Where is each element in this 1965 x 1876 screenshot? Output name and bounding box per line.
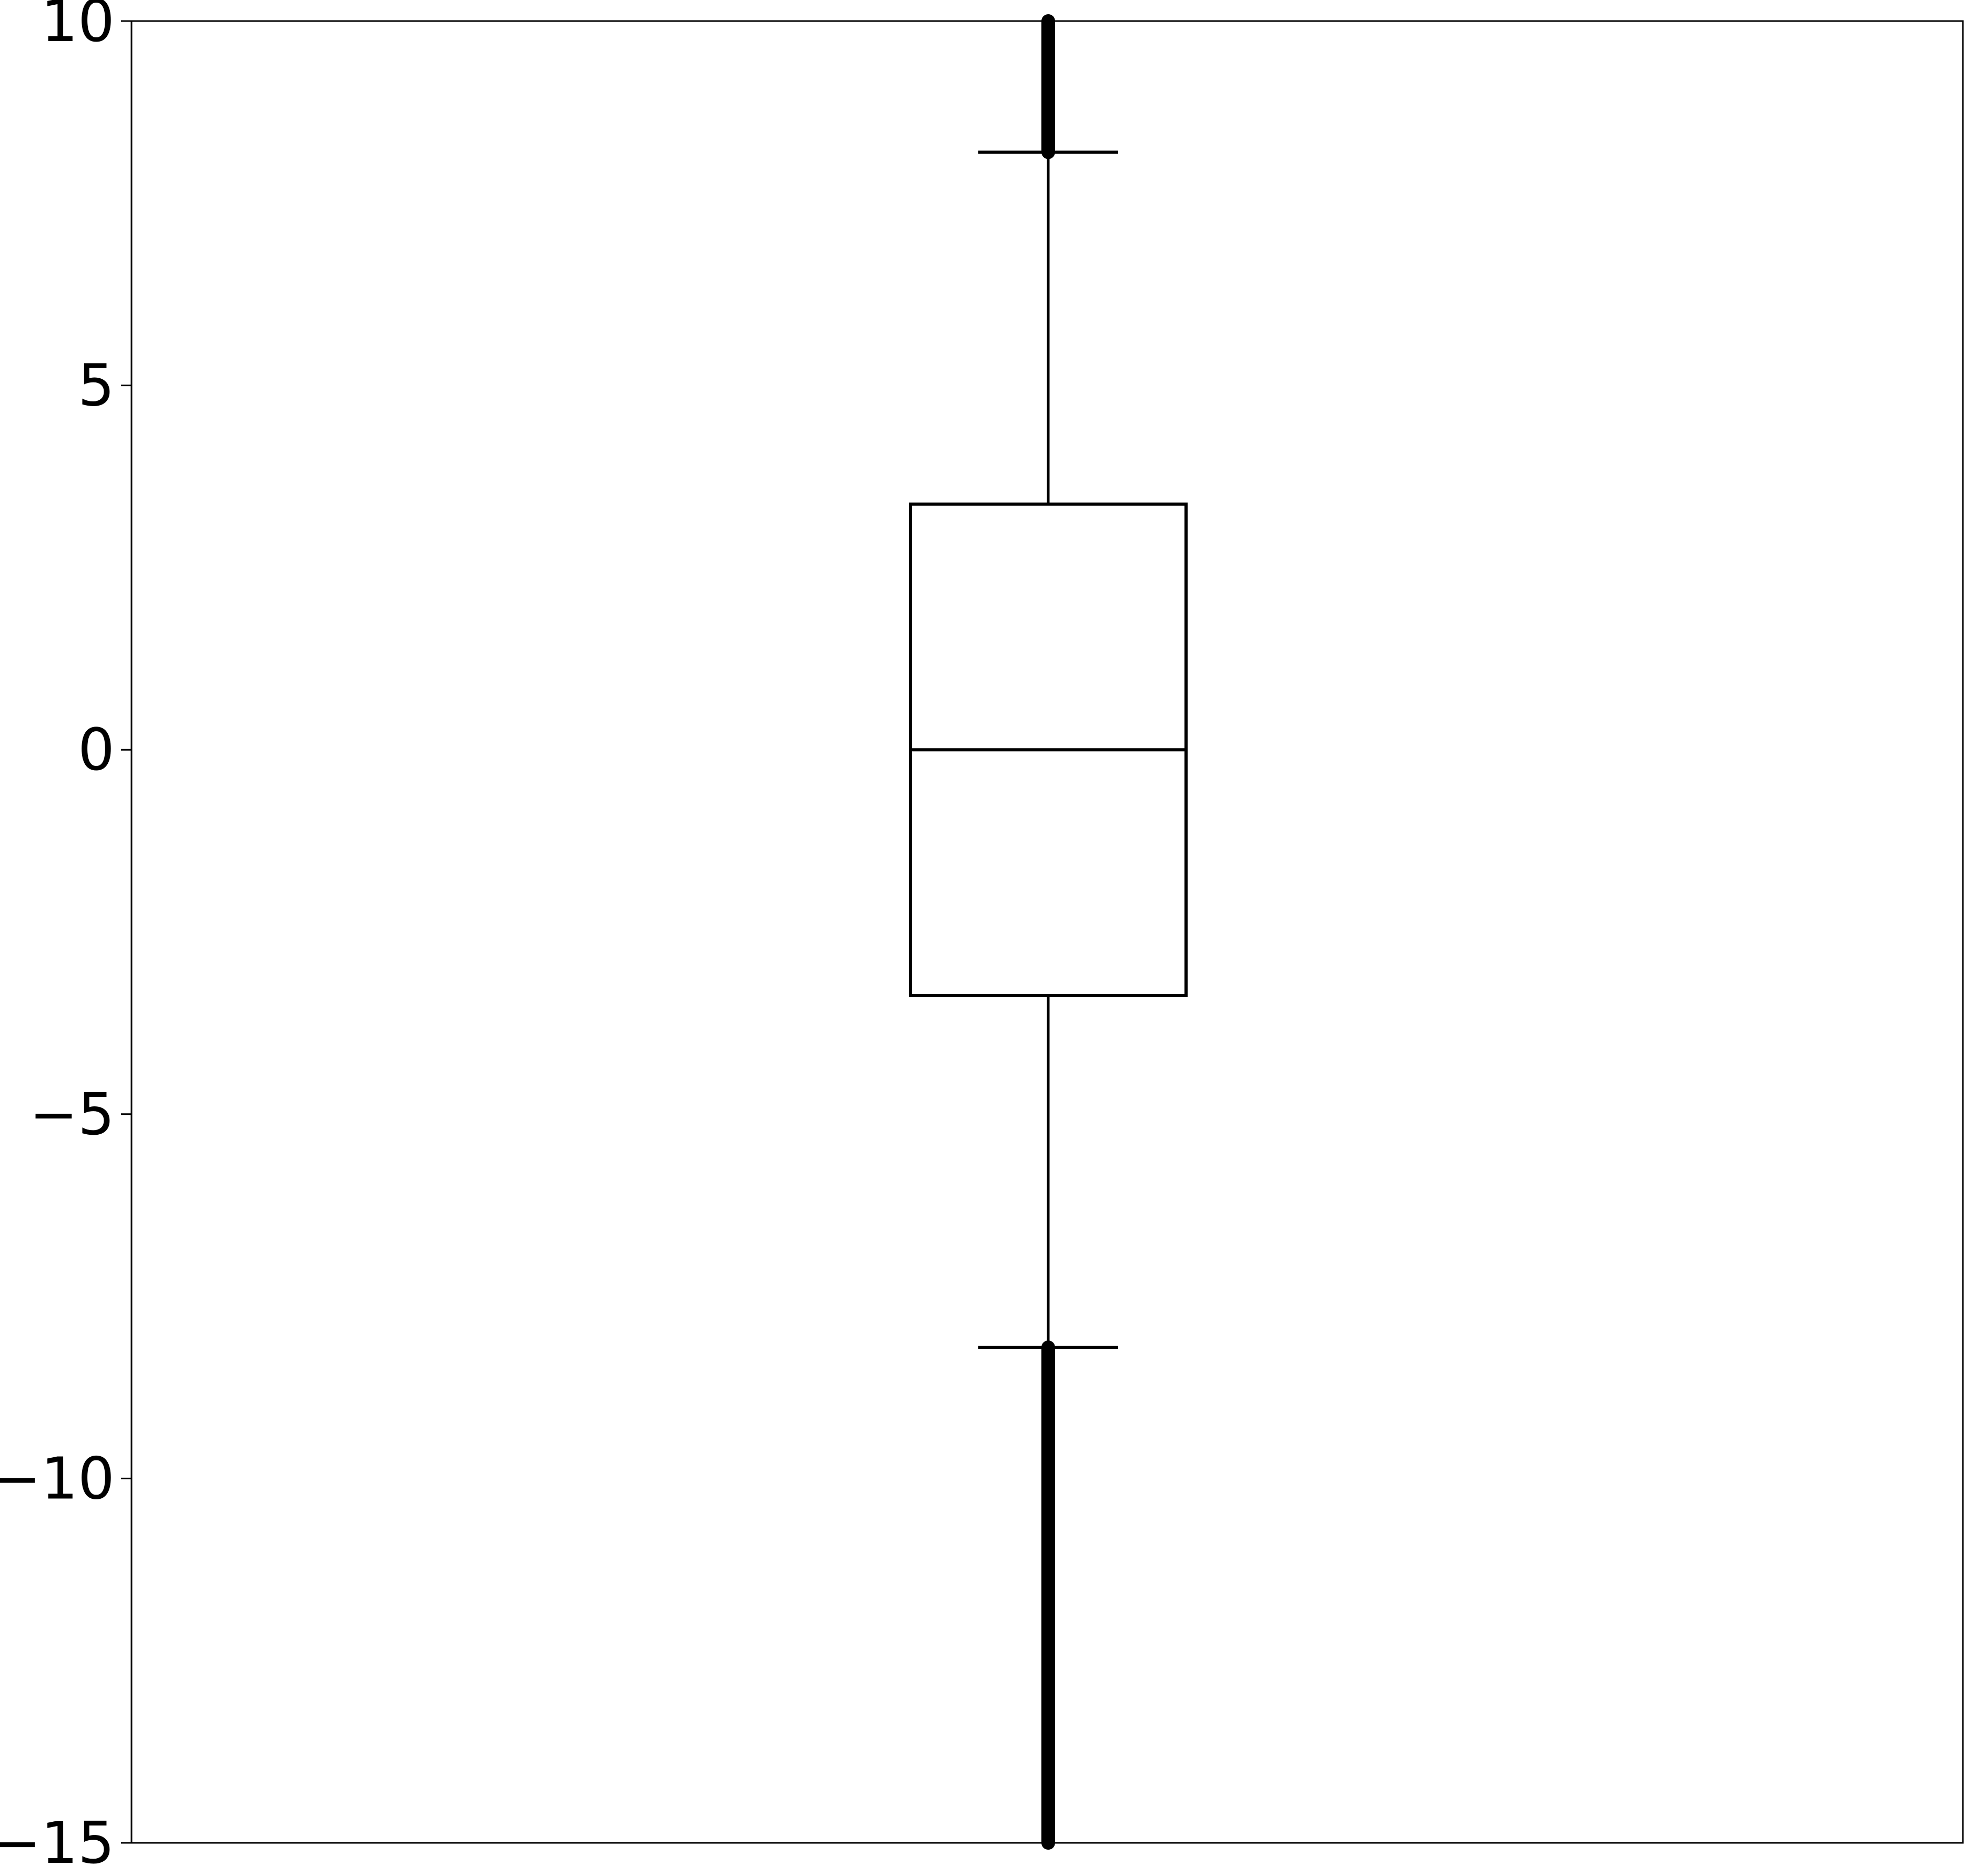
y-tick-label: −10: [0, 1445, 115, 1512]
y-tick-label: −15: [0, 1809, 115, 1876]
y-tick-label: 5: [78, 352, 115, 419]
y-axis-tick-labels: 10 5 0 −5 −10 −15: [0, 0, 115, 1876]
box-plot: [909, 14, 1188, 1850]
y-tick-label: −5: [29, 1081, 115, 1148]
y-tick-label: 0: [78, 716, 115, 783]
plot-frame: [130, 20, 1964, 1844]
y-axis-tick-marks: [121, 20, 131, 1844]
y-tick-label: 10: [41, 0, 115, 55]
